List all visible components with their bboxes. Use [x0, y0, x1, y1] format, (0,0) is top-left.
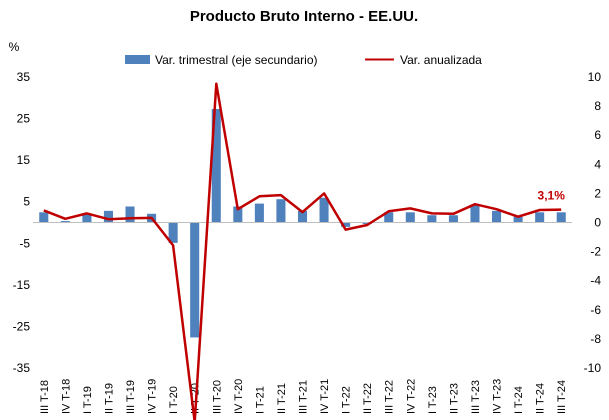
- x-axis-tick-label: IV T-19: [147, 379, 159, 414]
- bar: [405, 212, 415, 223]
- left-axis-tick-label: -5: [19, 236, 30, 250]
- left-axis-tick-label: 15: [17, 153, 31, 167]
- bar: [362, 222, 372, 224]
- x-axis-tick-label: I T-24: [513, 386, 525, 414]
- x-axis-tick-label: III T-23: [470, 380, 482, 414]
- x-axis-tick-label: IV T-18: [60, 379, 72, 414]
- bar: [276, 199, 286, 223]
- left-axis: 35 25 15 5 -5 -15 -25 -35: [13, 70, 31, 375]
- right-axis-tick-label: -6: [590, 303, 601, 317]
- right-axis-tick-label: -4: [590, 274, 601, 288]
- bar: [513, 216, 523, 223]
- x-axis-tick-label: II T-21: [276, 383, 288, 414]
- legend-bar-swatch: [125, 55, 150, 64]
- bar: [427, 215, 437, 223]
- x-axis-tick-label: IV T-22: [405, 379, 417, 414]
- x-axis-tick-label: I T-19: [82, 386, 94, 414]
- x-axis: III T-18 IV T-18 I T-19 II T-19 III T-19 IV T…: [39, 379, 568, 414]
- bar: [535, 212, 545, 223]
- legend-bar-label: Var. trimestral (eje secundario): [155, 53, 318, 67]
- right-axis-tick-label: -2: [590, 245, 601, 259]
- x-axis-tick-label: II T-23: [448, 383, 460, 414]
- bar: [319, 197, 329, 223]
- right-axis-tick-label: 0: [594, 216, 601, 230]
- x-axis-tick-label: II T-24: [535, 383, 547, 414]
- left-axis-tick-label: 25: [17, 112, 31, 126]
- x-axis-tick-label: IV T-23: [492, 379, 504, 414]
- bar: [448, 215, 458, 223]
- bar: [103, 210, 113, 223]
- right-axis: 10 8 6 4 2 0 -2 -4 -6 -8 -10: [584, 70, 602, 375]
- x-axis-tick-label: I T-21: [254, 386, 266, 414]
- bar: [82, 213, 92, 223]
- x-axis-tick-label: IV T-21: [319, 379, 331, 414]
- bar: [556, 212, 566, 223]
- x-axis-tick-label: IV T-20: [233, 379, 245, 414]
- bar: [254, 203, 264, 223]
- y-axis-unit: %: [9, 40, 20, 54]
- line-series: [43, 82, 562, 420]
- bar: [60, 221, 70, 223]
- right-axis-tick-label: 10: [588, 70, 602, 84]
- x-axis-tick-label: III T-20: [211, 380, 223, 414]
- x-axis-tick-label: III T-19: [125, 380, 137, 414]
- legend: Var. trimestral (eje secundario) Var. an…: [125, 53, 482, 67]
- x-axis-tick-label: II T-19: [103, 383, 115, 414]
- left-axis-tick-label: -15: [13, 278, 31, 292]
- right-axis-tick-label: -8: [590, 332, 601, 346]
- chart-title: Producto Bruto Interno - EE.UU.: [190, 8, 418, 25]
- right-axis-tick-label: 2: [594, 186, 601, 200]
- last-value-annotation: 3,1%: [538, 189, 566, 203]
- bar: [492, 210, 502, 223]
- x-axis-tick-label: III T-18: [39, 380, 51, 414]
- x-axis-tick-label: I T-20: [168, 386, 180, 414]
- left-axis-tick-label: 5: [23, 195, 30, 209]
- bar: [233, 206, 243, 223]
- bar: [470, 205, 480, 223]
- right-axis-tick-label: -10: [584, 361, 602, 375]
- x-axis-tick-label: III T-24: [556, 380, 568, 414]
- bar: [297, 210, 308, 223]
- bar: [125, 206, 135, 223]
- left-axis-tick-label: -25: [13, 319, 31, 333]
- x-axis-tick-label: III T-22: [384, 380, 396, 414]
- left-axis-tick-label: -35: [13, 361, 31, 375]
- right-axis-tick-label: 8: [594, 99, 601, 113]
- x-axis-tick-label: I T-23: [427, 386, 439, 414]
- bar: [190, 222, 200, 338]
- right-axis-tick-label: 4: [594, 157, 601, 171]
- bar: [168, 222, 178, 243]
- bar: [341, 222, 351, 227]
- x-axis-tick-label: II T-22: [362, 383, 374, 414]
- bar: [211, 109, 221, 223]
- bar-series: [39, 109, 566, 338]
- x-axis-tick-label: I T-22: [341, 386, 353, 414]
- legend-line-label: Var. anualizada: [400, 53, 482, 67]
- x-axis-tick-label: III T-21: [298, 380, 310, 414]
- right-axis-tick-label: 6: [594, 128, 601, 142]
- left-axis-tick-label: 35: [17, 70, 31, 84]
- bar: [39, 212, 49, 223]
- bar: [384, 212, 394, 223]
